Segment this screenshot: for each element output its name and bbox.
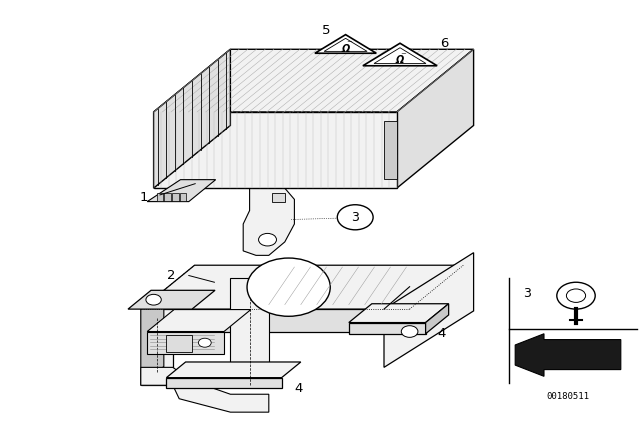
Circle shape — [146, 294, 161, 305]
Circle shape — [259, 233, 276, 246]
Polygon shape — [230, 278, 269, 385]
Text: 6: 6 — [440, 37, 449, 51]
Polygon shape — [147, 310, 251, 332]
Polygon shape — [141, 309, 173, 385]
Polygon shape — [315, 34, 376, 53]
Polygon shape — [384, 121, 397, 179]
Polygon shape — [166, 362, 301, 378]
Polygon shape — [141, 290, 164, 385]
Polygon shape — [180, 193, 186, 201]
Polygon shape — [166, 335, 192, 352]
Polygon shape — [166, 378, 282, 388]
Circle shape — [198, 338, 211, 347]
Polygon shape — [426, 304, 449, 334]
Circle shape — [557, 282, 595, 309]
Polygon shape — [374, 48, 426, 64]
Text: Ω: Ω — [396, 56, 404, 65]
Text: 00180511: 00180511 — [547, 392, 590, 401]
Polygon shape — [164, 193, 171, 201]
Polygon shape — [128, 290, 215, 309]
Polygon shape — [154, 112, 397, 188]
Polygon shape — [397, 49, 474, 188]
Polygon shape — [147, 332, 224, 354]
Circle shape — [401, 326, 418, 337]
Polygon shape — [141, 265, 463, 309]
Polygon shape — [141, 367, 269, 412]
Text: Ω: Ω — [342, 44, 349, 54]
Polygon shape — [243, 188, 294, 255]
Text: ~: ~ — [400, 51, 406, 57]
Polygon shape — [147, 180, 216, 202]
Polygon shape — [349, 323, 426, 334]
Polygon shape — [157, 193, 163, 201]
Text: 2: 2 — [166, 269, 175, 282]
Circle shape — [566, 289, 586, 302]
Text: 1: 1 — [140, 190, 148, 204]
Polygon shape — [154, 49, 230, 188]
Circle shape — [247, 258, 330, 316]
Polygon shape — [272, 193, 285, 202]
Text: 3: 3 — [351, 211, 359, 224]
Polygon shape — [410, 265, 463, 332]
Polygon shape — [141, 309, 410, 332]
Text: 4: 4 — [437, 327, 446, 340]
Polygon shape — [324, 39, 367, 52]
Text: 4: 4 — [294, 382, 303, 396]
Polygon shape — [363, 43, 437, 66]
Polygon shape — [515, 334, 621, 376]
Polygon shape — [154, 49, 474, 112]
Polygon shape — [349, 304, 449, 323]
Circle shape — [337, 205, 373, 230]
Text: 5: 5 — [322, 24, 331, 37]
Text: 3: 3 — [523, 287, 531, 300]
Text: ~: ~ — [346, 39, 352, 46]
Polygon shape — [172, 193, 179, 201]
Polygon shape — [384, 253, 474, 367]
